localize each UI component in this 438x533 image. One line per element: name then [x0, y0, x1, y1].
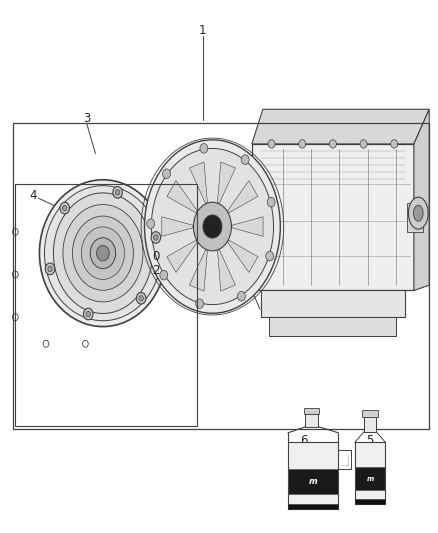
- Circle shape: [200, 143, 208, 153]
- Ellipse shape: [145, 140, 280, 313]
- Circle shape: [160, 270, 168, 280]
- Polygon shape: [162, 217, 193, 236]
- Circle shape: [299, 140, 306, 148]
- Polygon shape: [252, 109, 429, 144]
- Bar: [305, 414, 318, 427]
- Ellipse shape: [60, 202, 70, 214]
- Ellipse shape: [86, 311, 91, 317]
- Ellipse shape: [84, 308, 93, 320]
- Polygon shape: [232, 217, 263, 236]
- Circle shape: [162, 169, 170, 179]
- Circle shape: [391, 140, 398, 148]
- Bar: [288, 442, 338, 509]
- Polygon shape: [228, 181, 258, 213]
- Ellipse shape: [90, 238, 116, 269]
- Text: 0: 0: [152, 251, 159, 263]
- Ellipse shape: [115, 190, 120, 195]
- Bar: [288, 469, 338, 495]
- Circle shape: [267, 197, 275, 207]
- Polygon shape: [167, 240, 197, 272]
- Polygon shape: [269, 317, 396, 336]
- Polygon shape: [252, 144, 414, 290]
- Ellipse shape: [152, 149, 273, 304]
- Bar: [13, 123, 429, 429]
- Ellipse shape: [81, 227, 124, 279]
- Polygon shape: [218, 162, 235, 203]
- Ellipse shape: [408, 197, 428, 229]
- Ellipse shape: [203, 215, 222, 238]
- Bar: [364, 417, 376, 432]
- Text: m: m: [309, 477, 318, 486]
- Ellipse shape: [96, 245, 109, 261]
- Text: 6: 6: [300, 434, 308, 447]
- Bar: [15, 184, 197, 426]
- Ellipse shape: [48, 266, 52, 272]
- Circle shape: [237, 292, 245, 301]
- Text: m: m: [367, 475, 374, 481]
- Text: 2: 2: [152, 264, 160, 277]
- Text: 3: 3: [83, 112, 90, 125]
- Bar: [362, 410, 378, 417]
- Ellipse shape: [154, 235, 158, 240]
- Circle shape: [241, 155, 249, 164]
- Ellipse shape: [413, 205, 423, 221]
- Polygon shape: [167, 181, 197, 213]
- Polygon shape: [190, 250, 207, 291]
- Ellipse shape: [63, 205, 67, 211]
- Bar: [355, 499, 385, 504]
- Circle shape: [147, 219, 155, 229]
- Ellipse shape: [151, 232, 161, 243]
- Ellipse shape: [194, 202, 231, 251]
- Bar: [407, 203, 423, 232]
- Circle shape: [268, 140, 275, 148]
- Polygon shape: [414, 109, 429, 290]
- Bar: [355, 467, 385, 490]
- Circle shape: [266, 251, 274, 261]
- Ellipse shape: [136, 293, 146, 304]
- Polygon shape: [228, 240, 258, 272]
- Polygon shape: [261, 290, 405, 317]
- Circle shape: [329, 140, 336, 148]
- Bar: [288, 504, 338, 509]
- Bar: [304, 408, 319, 414]
- Circle shape: [196, 299, 204, 309]
- Text: 5: 5: [367, 434, 374, 447]
- Text: 4: 4: [29, 189, 37, 201]
- Ellipse shape: [39, 180, 166, 327]
- Ellipse shape: [53, 193, 152, 313]
- Ellipse shape: [45, 263, 55, 274]
- Ellipse shape: [63, 205, 143, 302]
- Polygon shape: [218, 250, 235, 291]
- Ellipse shape: [113, 187, 122, 198]
- Ellipse shape: [45, 185, 161, 321]
- Polygon shape: [190, 162, 207, 203]
- Bar: [355, 442, 385, 504]
- Ellipse shape: [72, 216, 134, 290]
- Circle shape: [360, 140, 367, 148]
- Text: 1: 1: [199, 25, 207, 37]
- Ellipse shape: [139, 296, 143, 301]
